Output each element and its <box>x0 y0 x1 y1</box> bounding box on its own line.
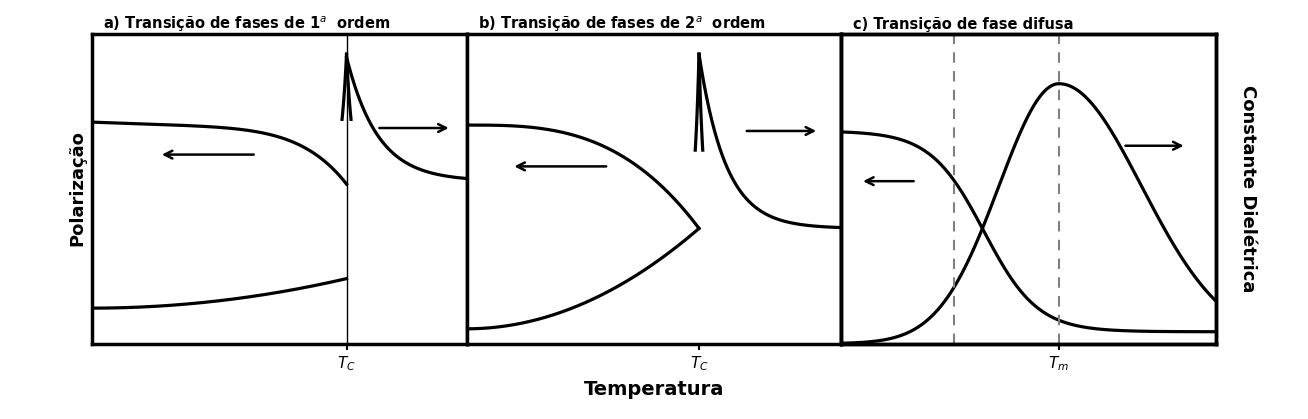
Y-axis label: Polarização: Polarização <box>68 131 86 246</box>
X-axis label: Temperatura: Temperatura <box>583 380 725 398</box>
Text: a) Transição de fases de 1$^a$  ordem: a) Transição de fases de 1$^a$ ordem <box>103 14 390 34</box>
Text: c) Transição de fase difusa: c) Transição de fase difusa <box>853 17 1074 32</box>
Text: b) Transição de fases de 2$^a$  ordem: b) Transição de fases de 2$^a$ ordem <box>477 14 765 34</box>
Y-axis label: Constante Dielétrica: Constante Dielétrica <box>1239 85 1257 292</box>
